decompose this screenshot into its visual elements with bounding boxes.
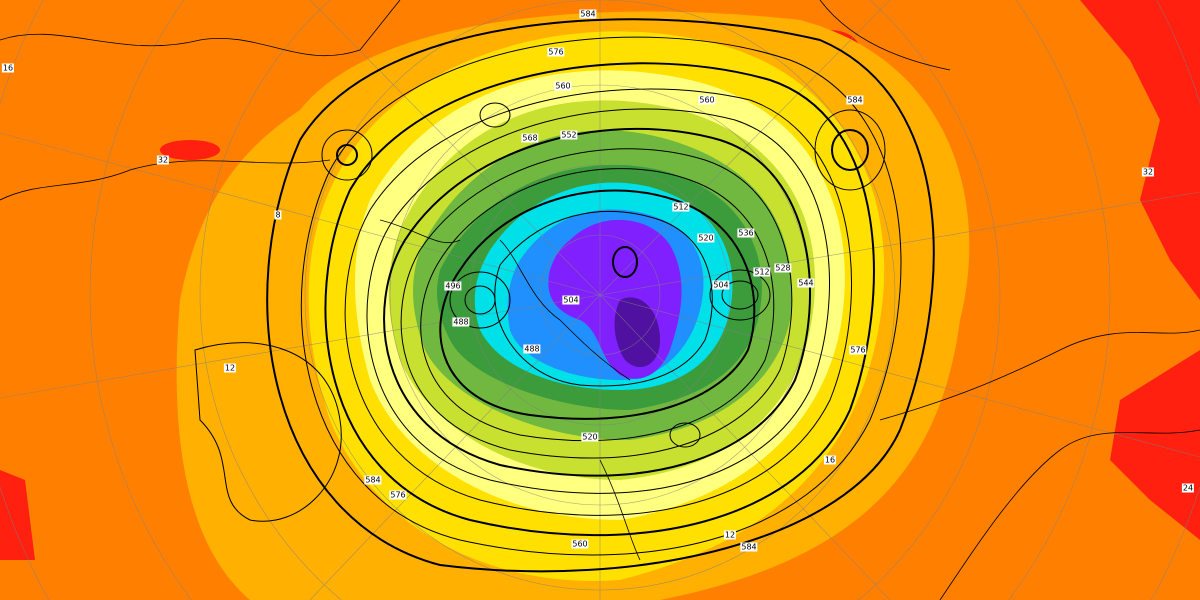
contour-label: 576 (849, 345, 867, 355)
contour-label: 512 (753, 267, 771, 277)
contour-label: 32 (156, 155, 170, 165)
contour-label: 24 (1181, 483, 1195, 493)
contour-label: 504 (712, 280, 730, 290)
contour-label: 584 (846, 95, 864, 105)
hot-region-southwest (0, 470, 35, 560)
dark-purple-core (614, 297, 660, 368)
contour-label: 560 (698, 95, 716, 105)
contour-label: 8 (274, 210, 282, 220)
height-contours (194, 18, 935, 573)
contour-label: 576 (389, 490, 407, 500)
contour-label: 560 (571, 539, 589, 549)
contour-label: 584 (740, 542, 758, 552)
contour-label: 16 (823, 455, 837, 465)
contour-label: 488 (523, 344, 541, 354)
contour-label: 584 (364, 475, 382, 485)
contour-label: 12 (723, 530, 737, 540)
contour-label: 488 (452, 317, 470, 327)
contour-label: 536 (737, 228, 755, 238)
contour-label: 568 (521, 133, 539, 143)
contour-label: 584 (579, 9, 597, 19)
contour-label: 16 (1, 63, 15, 73)
hot-region-northwest (160, 140, 220, 160)
contour-label: 512 (672, 202, 690, 212)
contour-label: 560 (554, 81, 572, 91)
contour-label: 32 (1141, 167, 1155, 177)
contour-label: 504 (562, 295, 580, 305)
contour-label: 496 (444, 281, 462, 291)
contour-label: 544 (797, 278, 815, 288)
hot-region-east (1080, 0, 1200, 300)
contour-label: 576 (547, 47, 565, 57)
contour-label: 520 (581, 432, 599, 442)
contour-label: 12 (223, 363, 237, 373)
contour-label: 552 (560, 130, 578, 140)
contour-label: 528 (774, 263, 792, 273)
contour-label: 520 (697, 233, 715, 243)
